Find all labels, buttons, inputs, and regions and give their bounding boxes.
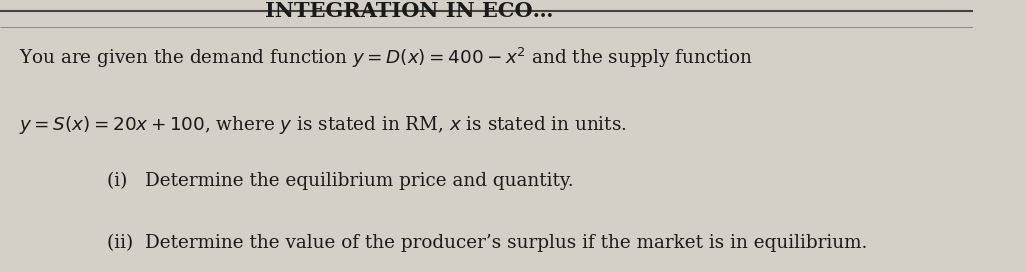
Text: You are given the demand function $y = D(x) = 400 - x^2$ and the supply function: You are given the demand function $y = D… xyxy=(19,46,754,70)
Text: (ii)  Determine the value of the producer’s surplus if the market is in equilibr: (ii) Determine the value of the producer… xyxy=(107,234,867,252)
Text: $y = S(x) = 20x+100$, where $y$ is stated in RM, $x$ is stated in units.: $y = S(x) = 20x+100$, where $y$ is state… xyxy=(19,114,627,136)
Text: (i)   Determine the equilibrium price and quantity.: (i) Determine the equilibrium price and … xyxy=(107,171,574,190)
Text: INTEGRATION IN ECO…: INTEGRATION IN ECO… xyxy=(265,1,553,21)
